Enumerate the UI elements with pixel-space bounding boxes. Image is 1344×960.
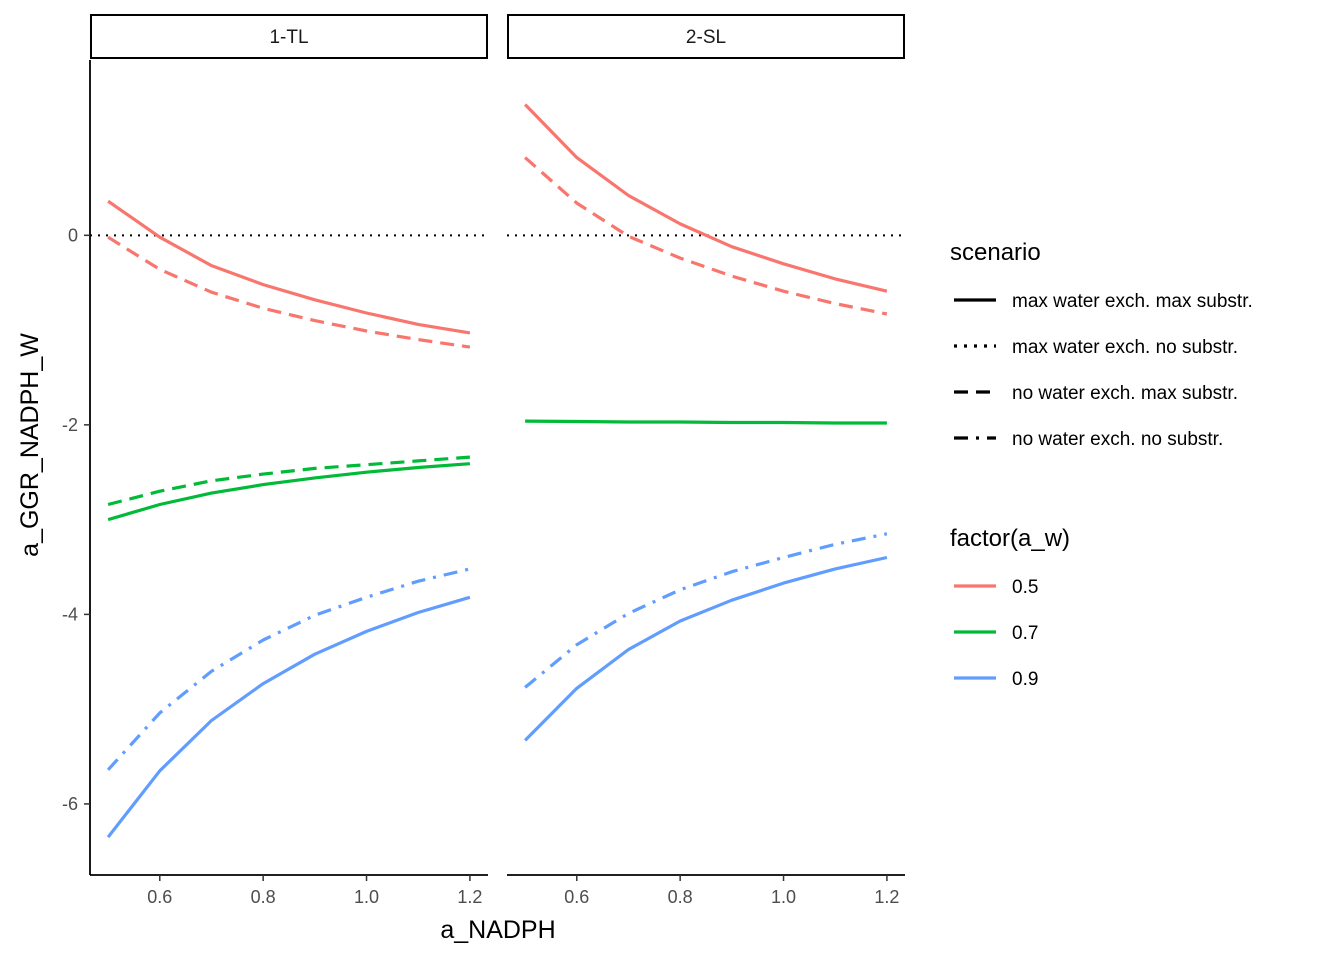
strip-label: 2-SL bbox=[686, 27, 726, 48]
series-line bbox=[524, 156, 888, 316]
series-line bbox=[106, 595, 471, 839]
series-line bbox=[523, 555, 888, 742]
x-tick-label: 1.2 bbox=[874, 887, 899, 907]
legend-label: 0.9 bbox=[1012, 669, 1038, 690]
x-tick-label: 0.6 bbox=[147, 887, 172, 907]
strip-box bbox=[507, 14, 905, 59]
y-tick-label: -6 bbox=[62, 794, 78, 814]
panels: 1-TL -6 -4 -2 0 0.6 0.8 1.0 1.2 2-SL 0.6 0.8 1.0 1.2 bbox=[62, 14, 905, 907]
legend-label: 0.5 bbox=[1012, 577, 1038, 598]
facet-panel: 1-TL -6 -4 -2 0 0.6 0.8 1.0 1.2 bbox=[62, 14, 488, 907]
y-tick-label: -4 bbox=[62, 604, 78, 624]
legend-label: no water exch. max substr. bbox=[1012, 383, 1238, 404]
x-tick-label: 0.8 bbox=[251, 887, 276, 907]
series-line bbox=[107, 199, 471, 335]
x-tick-label: 1.0 bbox=[771, 887, 796, 907]
legend-label: no water exch. no substr. bbox=[1012, 429, 1223, 450]
series-line bbox=[523, 103, 888, 293]
series-line bbox=[106, 567, 471, 771]
y-tick-label: -2 bbox=[62, 415, 78, 435]
legend-label: max water exch. max substr. bbox=[1012, 291, 1253, 312]
series-line bbox=[107, 462, 471, 522]
x-tick-label: 1.0 bbox=[354, 887, 379, 907]
series-line bbox=[524, 532, 888, 689]
y-axis-title: a_GGR_NADPH_W bbox=[16, 333, 44, 557]
legend-label: max water exch. no substr. bbox=[1012, 337, 1238, 358]
x-axis-title: a_NADPH bbox=[440, 916, 555, 944]
legend: scenario max water exch. max substr. max w… bbox=[950, 239, 1253, 690]
series-line bbox=[107, 455, 471, 507]
facet-panel: 2-SL 0.6 0.8 1.0 1.2 bbox=[507, 14, 905, 907]
x-tick-label: 0.8 bbox=[668, 887, 693, 907]
x-tick-label: 0.6 bbox=[564, 887, 589, 907]
y-tick-label: 0 bbox=[68, 225, 78, 245]
legend-title-scenario: scenario bbox=[950, 239, 1041, 266]
series-line bbox=[107, 235, 471, 349]
legend-title-factor: factor(a_w) bbox=[950, 525, 1070, 552]
series-line bbox=[525, 419, 887, 425]
strip-label: 1-TL bbox=[269, 27, 308, 48]
legend-label: 0.7 bbox=[1012, 623, 1038, 644]
x-tick-label: 1.2 bbox=[457, 887, 482, 907]
strip-box bbox=[90, 14, 488, 59]
